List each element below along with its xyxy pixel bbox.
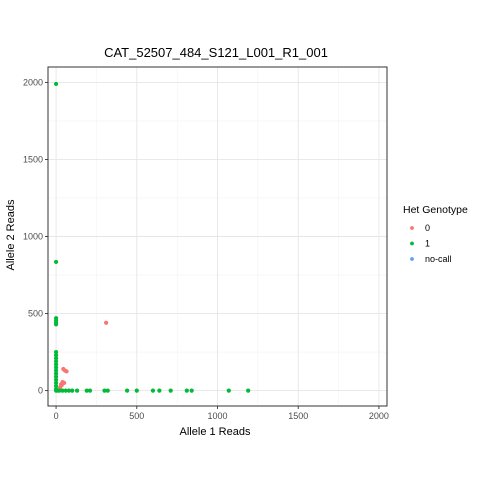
data-point	[53, 383, 59, 389]
data-point	[59, 383, 64, 388]
data-point	[53, 359, 59, 364]
legend-key	[410, 241, 414, 246]
legend-label: 1	[425, 239, 430, 249]
data-point	[66, 388, 72, 393]
data-point	[150, 388, 156, 393]
data-point	[60, 388, 65, 393]
data-point	[53, 81, 59, 87]
data-point	[246, 388, 251, 393]
data-point	[53, 365, 59, 370]
x-tick-label: 1500	[288, 411, 308, 421]
data-point	[102, 388, 107, 393]
data-point	[53, 322, 59, 327]
data-point	[226, 388, 231, 393]
data-point	[157, 388, 162, 393]
data-point	[53, 371, 59, 376]
data-point	[184, 388, 189, 393]
y-tick-label: 500	[28, 309, 43, 319]
data-point	[53, 368, 59, 373]
legend-label: 0	[425, 223, 430, 233]
y-tick-label: 1000	[23, 232, 43, 242]
data-point	[104, 320, 109, 325]
data-point	[74, 388, 80, 393]
data-point	[53, 377, 59, 382]
data-point	[53, 362, 59, 367]
plot-panel: 0 500 1000 1500 2000 0 500 1000 1500 2000	[23, 66, 389, 421]
y-tick-label: 0	[38, 386, 43, 396]
data-point	[125, 388, 130, 393]
y-tick-label: 1500	[23, 154, 43, 164]
data-point	[168, 388, 173, 393]
data-point	[53, 353, 59, 358]
x-tick-label: 500	[129, 411, 144, 421]
data-point	[53, 349, 59, 355]
data-point	[63, 388, 68, 393]
data-point	[53, 259, 59, 265]
data-point	[84, 388, 89, 393]
data-point	[53, 374, 59, 379]
y-tick-label: 2000	[23, 77, 43, 87]
data-point	[70, 388, 75, 393]
x-tick-label: 2000	[369, 411, 389, 421]
data-point	[64, 369, 69, 374]
data-point	[105, 388, 110, 393]
y-axis-title: Allele 2 Reads	[5, 199, 17, 270]
legend: Het Genotype 0 1 no-call	[403, 204, 468, 264]
data-point	[189, 388, 194, 393]
panel-border	[47, 66, 388, 407]
x-tick-label: 0	[54, 411, 59, 421]
legend-key	[410, 257, 414, 261]
chart-title: CAT_52507_484_S121_L001_R1_001	[104, 45, 328, 60]
data-point	[134, 388, 139, 393]
legend-title: Het Genotype	[403, 204, 468, 216]
legend-label: no-call	[425, 254, 452, 264]
data-point	[53, 356, 59, 361]
data-point	[87, 388, 93, 393]
legend-key	[410, 226, 414, 230]
data-point	[53, 380, 59, 385]
x-tick-label: 1000	[207, 411, 227, 421]
data-point	[57, 388, 62, 393]
x-axis-title: Allele 1 Reads	[180, 426, 251, 438]
